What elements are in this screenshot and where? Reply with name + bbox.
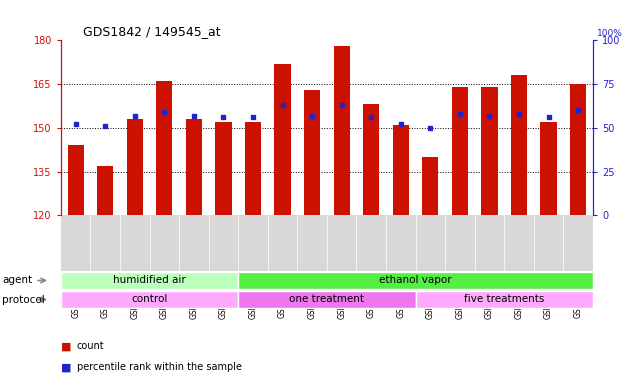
- Text: percentile rank within the sample: percentile rank within the sample: [77, 362, 242, 372]
- Text: ■: ■: [61, 362, 71, 372]
- Bar: [127, 119, 143, 215]
- Bar: [570, 84, 587, 215]
- Text: five treatments: five treatments: [464, 294, 544, 304]
- Bar: [61, 291, 238, 308]
- Bar: [245, 122, 261, 215]
- Bar: [238, 291, 415, 308]
- Bar: [274, 64, 291, 215]
- Bar: [186, 119, 202, 215]
- Bar: [452, 87, 468, 215]
- Bar: [511, 75, 527, 215]
- Bar: [415, 291, 593, 308]
- Bar: [156, 81, 172, 215]
- Text: ■: ■: [61, 341, 71, 351]
- Bar: [67, 145, 84, 215]
- Bar: [238, 272, 593, 289]
- Text: protocol: protocol: [2, 295, 45, 305]
- Text: 100%: 100%: [597, 28, 623, 38]
- Bar: [393, 125, 409, 215]
- Bar: [333, 46, 350, 215]
- Bar: [481, 87, 497, 215]
- Text: control: control: [131, 294, 168, 304]
- Text: humidified air: humidified air: [113, 275, 186, 285]
- Text: agent: agent: [2, 275, 32, 285]
- Bar: [215, 122, 231, 215]
- Bar: [540, 122, 557, 215]
- Text: count: count: [77, 341, 104, 351]
- Text: one treatment: one treatment: [289, 294, 365, 304]
- Bar: [304, 90, 320, 215]
- Text: ethanol vapor: ethanol vapor: [379, 275, 452, 285]
- Bar: [61, 272, 238, 289]
- Text: GDS1842 / 149545_at: GDS1842 / 149545_at: [83, 25, 221, 38]
- Bar: [422, 157, 438, 215]
- Bar: [97, 166, 113, 215]
- Bar: [363, 104, 379, 215]
